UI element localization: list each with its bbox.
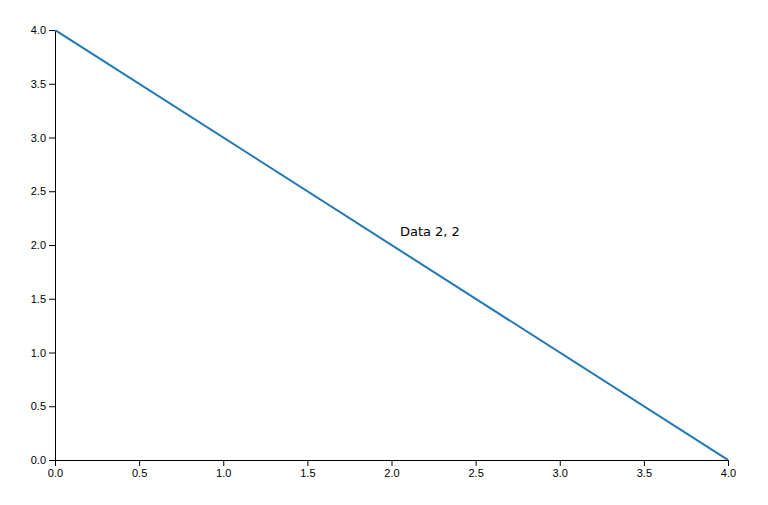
tick-label: 0.5 <box>132 467 147 479</box>
tick-mark <box>223 460 224 466</box>
tick: 0.0 <box>31 454 55 466</box>
tick-label: 4.0 <box>721 467 736 479</box>
tick-mark <box>139 460 140 466</box>
tick-label: 0.5 <box>31 400 46 412</box>
tick-mark <box>728 460 729 466</box>
y-axis: 0.0 0.5 1.0 1.5 2.0 2.5 3.0 3.5 4.0 <box>31 24 56 466</box>
tick-mark <box>49 353 55 354</box>
tick-label: 1.0 <box>216 467 231 479</box>
tick-label: 2.0 <box>31 239 46 251</box>
tick-mark <box>49 406 55 407</box>
tick: 4.0 <box>721 460 736 479</box>
tick-mark <box>49 460 55 461</box>
tick: 1.5 <box>31 293 55 305</box>
axis-line <box>49 31 56 461</box>
tick: 4.0 <box>31 24 55 36</box>
tick-label: 1.5 <box>31 293 46 305</box>
tick-mark <box>644 460 645 466</box>
tick: 2.5 <box>468 460 483 479</box>
tick-label: 3.0 <box>31 132 46 144</box>
tick: 3.0 <box>31 132 55 144</box>
plot: 0.0 0.5 1.0 1.5 2.0 2.5 3.0 3.5 4.0 0.0 0.5 1.0 1.5 2… <box>31 24 736 479</box>
tick: 1.5 <box>300 460 315 479</box>
x-axis: 0.0 0.5 1.0 1.5 2.0 2.5 3.0 3.5 4.0 <box>48 460 736 479</box>
annotations: Data 2, 2 <box>400 224 460 239</box>
tick: 1.0 <box>216 460 231 479</box>
tick: 0.0 <box>48 460 63 479</box>
tick: 2.5 <box>31 185 55 197</box>
tick-mark <box>560 460 561 466</box>
tick: 3.0 <box>553 460 568 479</box>
tick-label: 2.5 <box>31 185 46 197</box>
line <box>55 30 728 460</box>
tick-mark <box>49 299 55 300</box>
tick: 1.0 <box>31 347 55 359</box>
tick-label: 3.5 <box>31 78 46 90</box>
tick: 0.5 <box>132 460 147 479</box>
chart: 0.0 0.5 1.0 1.5 2.0 2.5 3.0 3.5 4.0 0.0 0.5 1.0 1.5 2… <box>0 0 768 505</box>
tick-label: 3.5 <box>637 467 652 479</box>
tick-mark <box>49 84 55 85</box>
tick-mark <box>307 460 308 466</box>
tick-label: 0.0 <box>48 467 63 479</box>
tick: 2.0 <box>384 460 399 479</box>
tick: 3.5 <box>31 78 55 90</box>
annotation: Data 2, 2 <box>400 224 460 239</box>
tick-label: 3.0 <box>553 467 568 479</box>
tick: 3.5 <box>637 460 652 479</box>
tick-mark <box>392 460 393 466</box>
tick-mark <box>49 30 55 31</box>
tick-label: 1.5 <box>300 467 315 479</box>
tick-label: 2.5 <box>468 467 483 479</box>
tick-label: 1.0 <box>31 347 46 359</box>
axis-line <box>56 461 729 467</box>
tick-mark <box>49 191 55 192</box>
marks <box>55 30 728 460</box>
tick-mark <box>49 245 55 246</box>
tick-label: 0.0 <box>31 454 46 466</box>
tick-label: 2.0 <box>384 467 399 479</box>
tick: 2.0 <box>31 239 55 251</box>
tick-mark <box>49 138 55 139</box>
tick-label: 4.0 <box>31 24 46 36</box>
tick: 0.5 <box>31 400 55 412</box>
tick-mark <box>476 460 477 466</box>
